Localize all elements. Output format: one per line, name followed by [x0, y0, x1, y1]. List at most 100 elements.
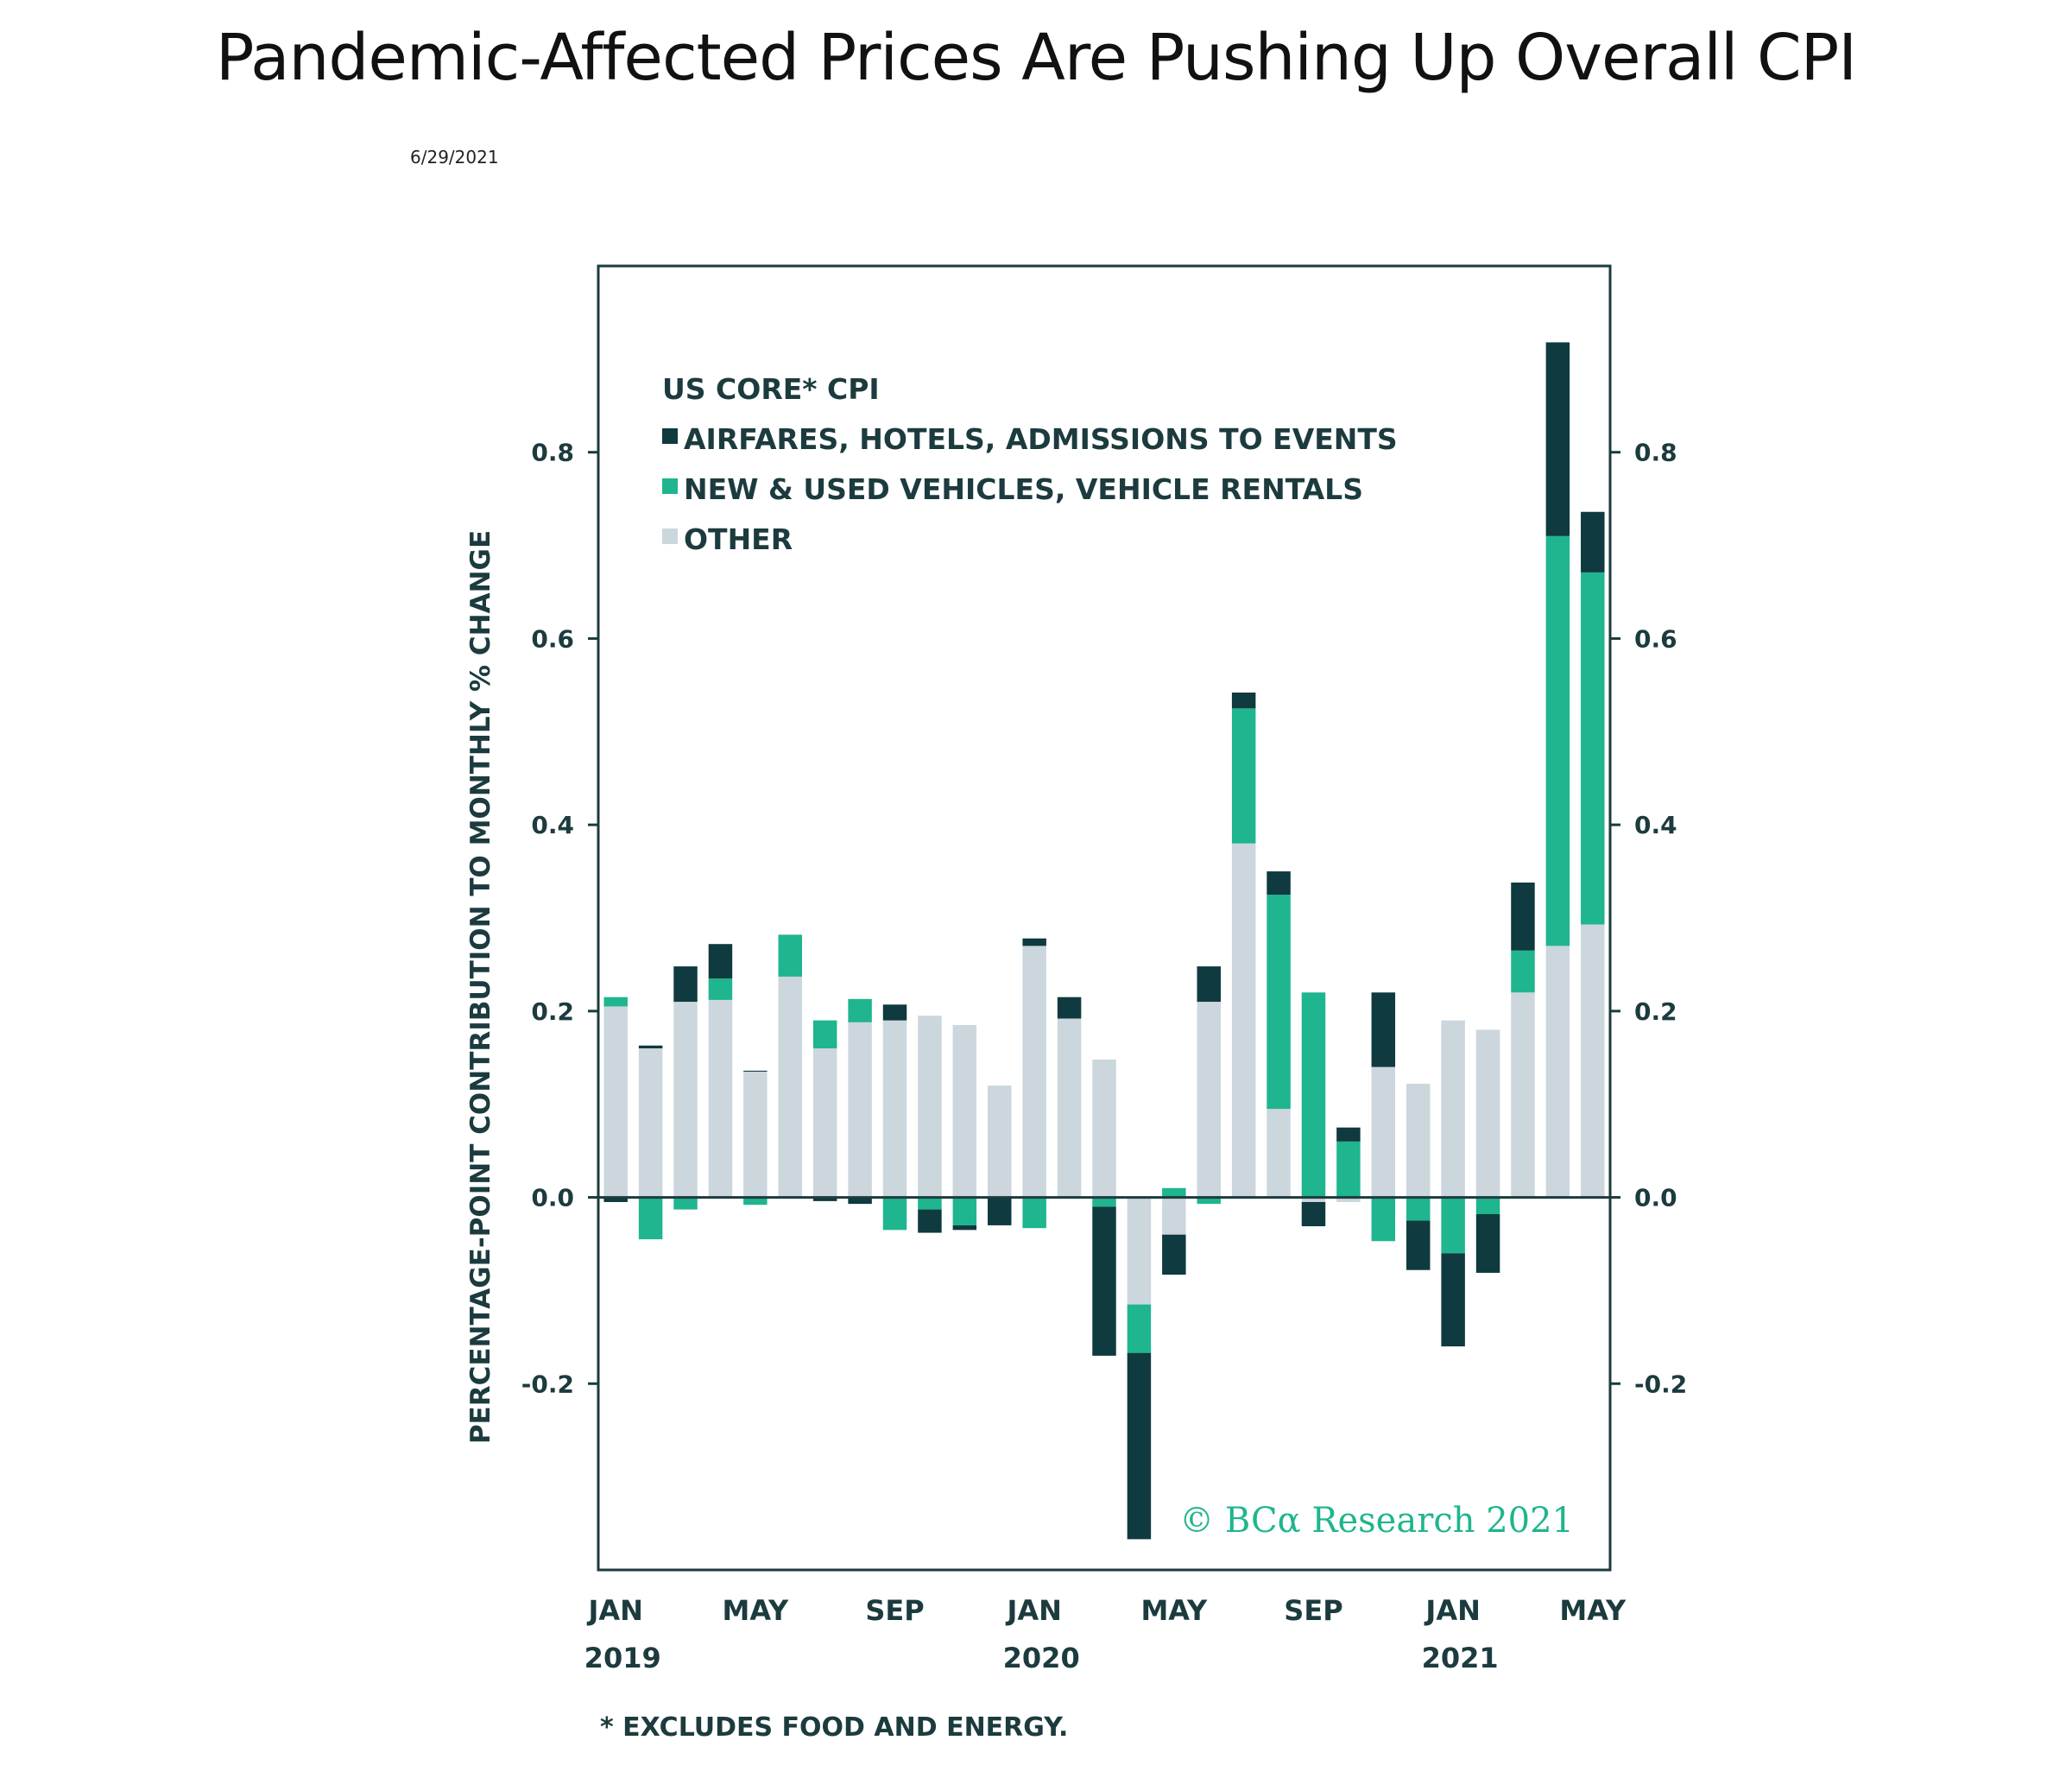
x-tick-month: MAY [723, 1594, 790, 1627]
bar-other-2020-02 [1057, 1018, 1082, 1198]
bar-airfares-2019-05 [743, 1070, 768, 1072]
bar-vehicles-2020-03 [1092, 1197, 1116, 1207]
bar-other-2019-08 [848, 1022, 872, 1198]
y-axis-left: 0.8 0.6 0.4 0.2 0.0 -0.2 [521, 439, 598, 1398]
y-tick-label-right: 0.4 [1634, 811, 1677, 839]
bar-airfares-2020-07 [1231, 692, 1256, 709]
bar-vehicles-2019-06 [778, 934, 803, 977]
bar-airfares-2020-11 [1371, 992, 1396, 1067]
bar-other-2020-03 [1092, 1059, 1116, 1198]
page-date: 6/29/2021 [410, 147, 499, 168]
x-axis: JAN 2019 MAY SEP JAN 2020 MAY SEP JAN 2021 MAY [584, 1594, 1627, 1674]
bar-airfares-2019-02 [638, 1045, 663, 1048]
bar-other-2021-01 [1441, 1020, 1465, 1198]
legend-swatch-airfares [662, 428, 678, 444]
bar-vehicles-2019-11 [952, 1197, 977, 1225]
bar-other-2020-08 [1267, 1109, 1291, 1198]
legend-swatch-other [662, 528, 678, 544]
bar-vehicles-2019-04 [708, 978, 733, 1000]
bar-other-2021-02 [1475, 1029, 1500, 1198]
bar-airfares-2020-03 [1092, 1206, 1116, 1356]
bar-vehicles-2019-02 [638, 1197, 663, 1240]
y-tick-label-left: 0.4 [531, 811, 574, 839]
bar-other-2021-04 [1545, 946, 1570, 1198]
legend-label-vehicles: NEW & USED VEHICLES, VEHICLE RENTALS [684, 472, 1363, 506]
y-axis-right: 0.8 0.6 0.4 0.2 0.0 -0.2 [1610, 439, 1687, 1398]
y-tick-label-right: 0.0 [1634, 1184, 1677, 1212]
footnote: * EXCLUDES FOOD AND ENERGY. [600, 1712, 1068, 1743]
y-tick-label-right: 0.6 [1634, 624, 1677, 653]
bar-airfares-2020-05 [1162, 1234, 1186, 1275]
bar-airfares-2019-12 [988, 1197, 1012, 1225]
bar-airfares-2020-09 [1301, 1201, 1326, 1227]
bar-vehicles-2020-04 [1127, 1304, 1152, 1353]
x-tick-month: MAY [1559, 1594, 1627, 1627]
bar-vehicles-2021-01 [1441, 1197, 1465, 1254]
bar-vehicles-2020-06 [1197, 1197, 1221, 1205]
x-tick-year: 2019 [584, 1642, 661, 1674]
x-tick-month: JAN [1005, 1594, 1061, 1627]
bar-vehicles-2020-09 [1301, 992, 1326, 1198]
bar-airfares-2019-04 [708, 944, 733, 979]
x-tick-month: JAN [1424, 1594, 1480, 1627]
y-tick-label-right: -0.2 [1634, 1370, 1687, 1398]
bar-airfares-2019-08 [848, 1197, 872, 1205]
bar-other-2020-12 [1406, 1083, 1431, 1198]
bar-other-2019-02 [638, 1048, 663, 1198]
bar-other-2019-09 [882, 1020, 907, 1198]
bar-airfares-2021-04 [1545, 342, 1570, 536]
legend-title: US CORE* CPI [662, 372, 880, 406]
bar-airfares-2021-05 [1581, 511, 1605, 573]
bar-airfares-2021-01 [1441, 1253, 1465, 1347]
bar-vehicles-2020-11 [1371, 1197, 1396, 1242]
plot-frame [597, 264, 1612, 1572]
x-tick-month: MAY [1140, 1594, 1208, 1627]
bar-airfares-2021-03 [1511, 883, 1535, 951]
y-tick-label-left: 0.0 [531, 1184, 574, 1212]
legend-swatch-vehicles [662, 478, 678, 494]
legend: US CORE* CPI AIRFARES, HOTELS, ADMISSION… [662, 372, 1398, 556]
bar-airfares-2020-10 [1336, 1127, 1361, 1142]
bar-vehicles-2019-05 [743, 1197, 768, 1206]
bar-airfares-2019-10 [918, 1209, 942, 1233]
bar-other-2020-06 [1197, 1002, 1221, 1198]
bar-airfares-2020-08 [1267, 871, 1291, 895]
bar-vehicles-2019-03 [673, 1197, 698, 1210]
y-tick-label-left: 0.8 [531, 439, 574, 467]
bar-other-2020-11 [1371, 1066, 1396, 1198]
bar-vehicles-2020-05 [1162, 1187, 1186, 1198]
bar-airfares-2019-01 [603, 1197, 628, 1202]
bar-airfares-2019-09 [882, 1004, 907, 1021]
copyright-text: © BCα Research 2021 [1179, 1501, 1574, 1541]
bar-vehicles-2020-10 [1336, 1141, 1361, 1198]
bar-other-2019-06 [778, 976, 803, 1198]
bar-airfares-2021-02 [1475, 1213, 1500, 1273]
page-title: Pandemic-Affected Prices Are Pushing Up … [215, 21, 1857, 95]
bar-vehicles-2020-01 [1022, 1197, 1046, 1229]
bar-airfares-2020-04 [1127, 1352, 1152, 1540]
bar-vehicles-2019-07 [812, 1020, 837, 1048]
bar-vehicles-2021-03 [1511, 950, 1535, 993]
x-tick-month: SEP [865, 1594, 924, 1627]
bar-vehicles-2019-10 [918, 1197, 942, 1210]
bar-vehicles-2020-08 [1267, 895, 1291, 1110]
bar-other-2019-05 [743, 1071, 768, 1198]
y-tick-label-right: 0.8 [1634, 439, 1677, 467]
bar-other-2019-12 [988, 1085, 1012, 1198]
x-tick-year: 2021 [1422, 1642, 1499, 1674]
legend-label-airfares: AIRFARES, HOTELS, ADMISSIONS TO EVENTS [684, 422, 1398, 456]
y-axis-label: PERCENTAGE-POINT CONTRIBUTION TO MONTHLY… [465, 530, 496, 1444]
y-tick-label-left: 0.2 [531, 997, 574, 1026]
bar-airfares-2020-02 [1057, 997, 1082, 1019]
bar-vehicles-2021-02 [1475, 1197, 1500, 1214]
y-tick-label-left: -0.2 [521, 1370, 574, 1398]
bar-airfares-2020-12 [1406, 1220, 1431, 1270]
bar-vehicles-2019-09 [882, 1197, 907, 1231]
bar-other-2020-01 [1022, 946, 1046, 1198]
bar-other-2020-04 [1127, 1197, 1152, 1305]
bar-airfares-2019-03 [673, 966, 698, 1003]
bar-other-2021-05 [1581, 924, 1605, 1198]
y-tick-label-right: 0.2 [1634, 997, 1677, 1026]
bar-other-2019-04 [708, 999, 733, 1198]
